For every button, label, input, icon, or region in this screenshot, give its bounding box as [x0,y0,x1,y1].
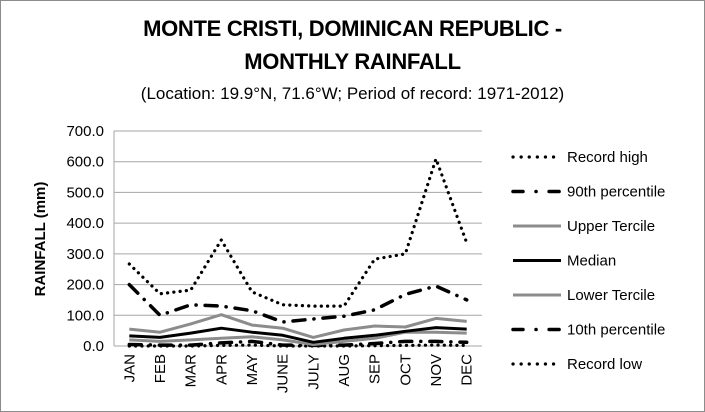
y-tick-label: 0.0 [83,338,104,355]
legend-label: Median [567,253,616,270]
x-tick-label: JUNE [275,354,292,393]
legend-label: Record high [567,149,648,166]
y-tick-label: 700.0 [66,123,104,140]
legend-label: Lower Tercile [567,287,655,304]
y-tick-label: 400.0 [66,215,104,232]
x-tick-label: AUG [336,354,353,387]
series-line-90th-percentile [127,282,469,324]
x-tick-label: JAN [121,354,138,382]
x-tick-label: OCT [397,354,414,386]
y-axis-label: RAINFALL (mm) [32,182,49,297]
legend-label: 90th percentile [567,184,665,201]
x-axis-ticks: JAN FEB MAR APR MAY JUNE JULY AUG SEP OCT NOV DEC [121,354,475,393]
x-tick-label: NOV [428,354,445,387]
x-tick-label: APR [213,354,230,385]
y-tick-label: 500.0 [66,184,104,201]
legend: Record high 90th percentile Upper Tercile M… [511,149,665,373]
y-axis-ticks: 0.0 100.0 200.0 300.0 400.0 500.0 600.0 700.0 [66,123,104,355]
chart-subtitle: (Location: 19.9°N, 71.6°W; Period of rec… [140,84,565,103]
series-line-median [129,326,467,344]
series-line-record-low [127,343,469,348]
series-line-upper-tercile [129,313,467,339]
series-line-lower-tercile [129,330,467,346]
series-line-record-high [127,157,469,308]
y-tick-label: 100.0 [66,307,104,324]
y-tick-label: 600.0 [66,154,104,171]
legend-label: Upper Tercile [567,218,655,235]
series-line-10th-percentile [127,339,469,348]
x-tick-label: FEB [152,354,169,383]
legend-label: 10th percentile [567,322,665,339]
chart-title-line1: MONTE CRISTI, DOMINICAN REPUBLIC - [143,16,562,41]
x-tick-label: SEP [367,354,384,384]
x-tick-label: MAR [183,354,200,388]
x-tick-label: DEC [459,354,476,386]
x-tick-label: JULY [305,354,322,390]
gridlines [113,130,482,347]
x-tick-label: MAY [244,354,261,385]
chart-title-line2: MONTHLY RAINFALL [244,49,461,74]
y-tick-label: 200.0 [66,277,104,294]
legend-label: Record low [567,356,642,373]
series-lines [127,157,469,348]
y-tick-label: 300.0 [66,246,104,263]
